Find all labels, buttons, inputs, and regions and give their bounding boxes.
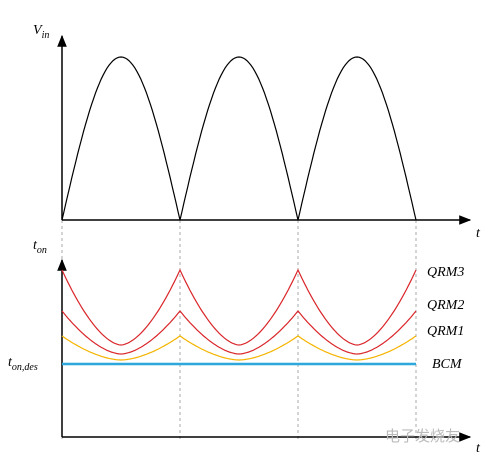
qrm3-curve bbox=[61, 268, 417, 346]
ton-label: ton bbox=[33, 238, 47, 256]
vin-waveform bbox=[61, 56, 417, 221]
qrm2-label: QRM2 bbox=[427, 298, 464, 313]
qrm1-label: QRM1 bbox=[427, 324, 464, 339]
t-label-bottom: t bbox=[476, 441, 481, 456]
t-label-top: t bbox=[476, 226, 481, 241]
qrm2-curve bbox=[61, 310, 417, 355]
qrm1-curve bbox=[61, 335, 417, 361]
guides bbox=[61, 220, 417, 440]
watermark: 电子发烧友 bbox=[385, 427, 460, 445]
tondes-label: ton,des bbox=[8, 355, 38, 373]
qrm3-label: QRM3 bbox=[427, 265, 464, 280]
vin-label: Vin bbox=[33, 23, 49, 41]
bcm-label: BCM bbox=[432, 357, 463, 372]
